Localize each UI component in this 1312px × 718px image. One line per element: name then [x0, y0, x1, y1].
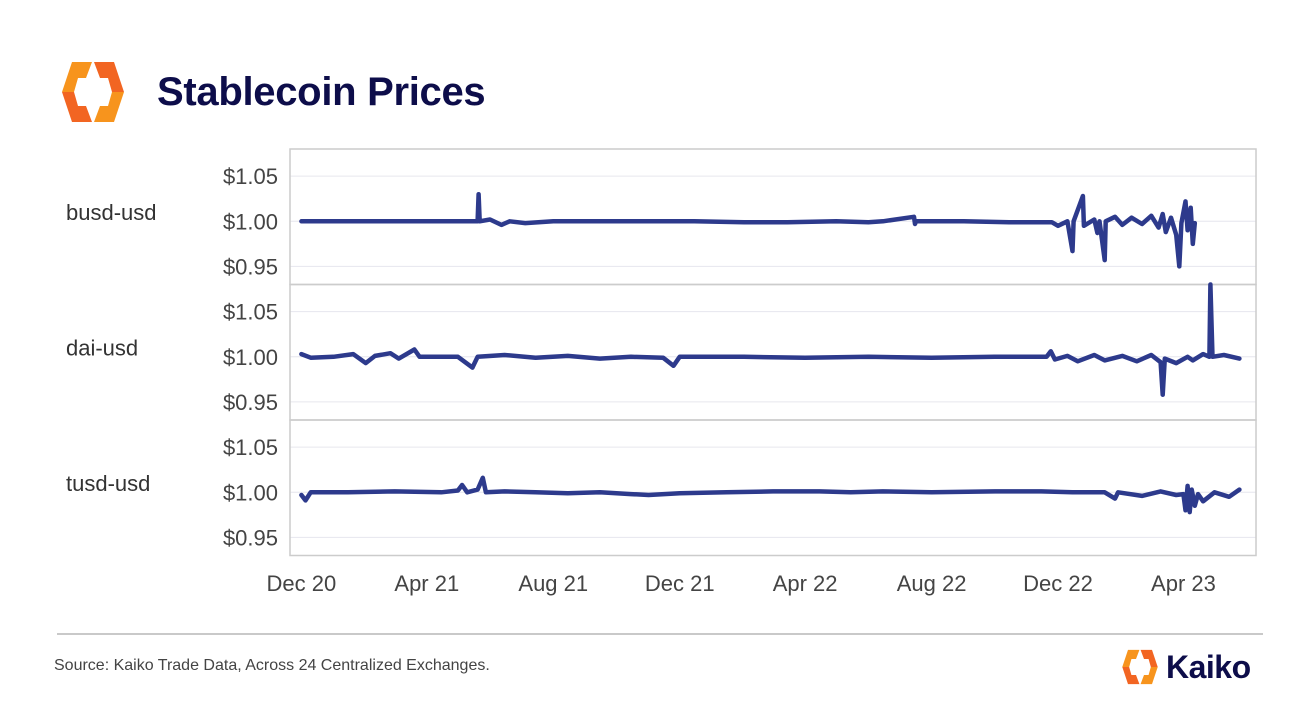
page-title: Stablecoin Prices: [157, 70, 486, 114]
footer-divider: [57, 633, 1263, 635]
x-tick-label: Apr 23: [1151, 571, 1216, 596]
x-tick-label: Apr 22: [773, 571, 838, 596]
x-tick-label: Dec 21: [645, 571, 715, 596]
x-tick-label: Dec 20: [267, 571, 337, 596]
y-tick-label: $1.05: [223, 164, 278, 189]
y-tick-label: $1.05: [223, 300, 278, 325]
panel-label-dai-usd: dai-usd: [66, 336, 138, 361]
y-tick-label: $0.95: [223, 525, 278, 550]
y-tick-label: $0.95: [223, 390, 278, 415]
x-tick-label: Aug 22: [897, 571, 967, 596]
y-tick-label: $1.00: [223, 209, 278, 234]
kaiko-brand-text: Kaiko: [1166, 648, 1251, 685]
panel-label-tusd-usd: tusd-usd: [66, 471, 150, 496]
series-line-dai-usd: [299, 282, 1242, 397]
y-tick-label: $1.00: [223, 480, 278, 505]
kaiko-brand-icon: [1122, 649, 1158, 685]
y-tick-label: $0.95: [223, 254, 278, 279]
series-line-tusd-usd: [299, 475, 1242, 515]
panel-frame: [289, 283, 1257, 421]
panel-label-busd-usd: busd-usd: [66, 200, 157, 225]
kaiko-brand: Kaiko: [1120, 645, 1251, 689]
series-line-busd-usd: [299, 191, 1198, 269]
x-tick-label: Dec 22: [1023, 571, 1093, 596]
kaiko-logo-icon: [58, 60, 128, 124]
y-tick-label: $1.05: [223, 435, 278, 460]
x-tick-label: Aug 21: [518, 571, 588, 596]
panel-frame: [289, 419, 1257, 557]
x-tick-label: Apr 21: [394, 571, 459, 596]
source-note: Source: Kaiko Trade Data, Across 24 Cent…: [54, 657, 490, 674]
y-tick-label: $1.00: [223, 345, 278, 370]
